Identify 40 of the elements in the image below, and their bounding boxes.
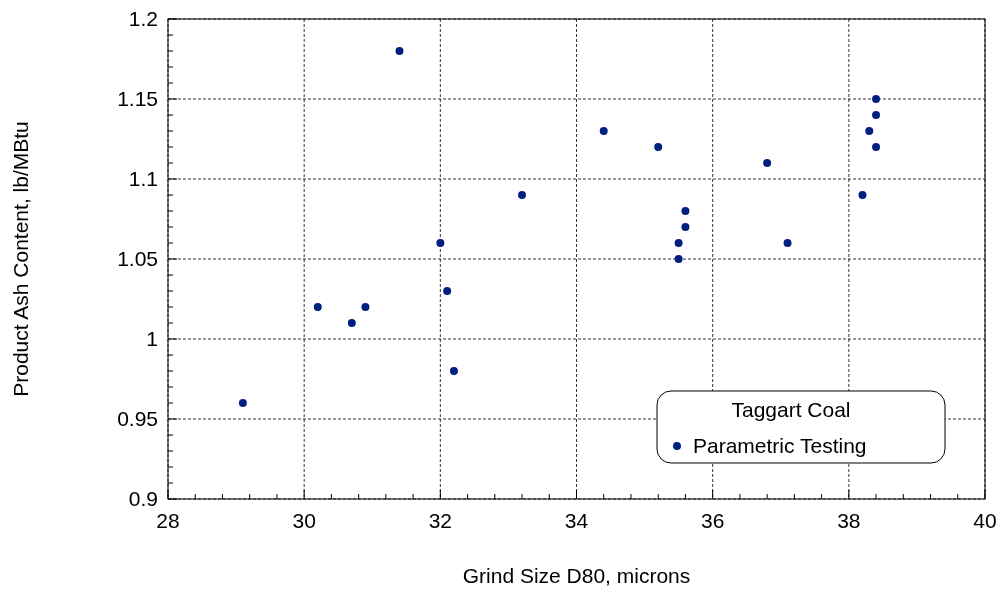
- y-axis-title: Product Ash Content, lb/MBtu: [9, 121, 32, 397]
- x-tick-label: 40: [973, 509, 997, 532]
- point: [599, 127, 608, 135]
- y-tick-label: 1.05: [117, 247, 158, 271]
- x-tick-label: 28: [156, 509, 180, 532]
- point: [858, 191, 867, 199]
- y-tick-label: 1.2: [128, 7, 158, 31]
- x-axis-title: Grind Size D80, microns: [462, 564, 691, 587]
- point: [449, 367, 458, 375]
- legend-title: Taggart Coal: [731, 398, 851, 421]
- point: [872, 111, 881, 119]
- point: [395, 47, 404, 55]
- point: [872, 95, 881, 103]
- point: [674, 255, 683, 263]
- x-tick-label: 30: [292, 509, 316, 532]
- x-tick-label: 36: [700, 509, 725, 532]
- point: [361, 303, 370, 311]
- x-tick-label: 34: [564, 509, 589, 532]
- point: [763, 159, 772, 167]
- x-tick-label: 32: [428, 509, 453, 532]
- y-tick-label: 0.9: [128, 487, 158, 511]
- point: [783, 239, 792, 247]
- point: [238, 399, 247, 407]
- point: [347, 319, 356, 327]
- legend-label: Parametric Testing: [693, 434, 867, 458]
- point: [313, 303, 322, 311]
- x-tick-label: 38: [837, 509, 861, 532]
- y-tick-label: 1: [146, 327, 158, 351]
- point: [865, 127, 874, 135]
- point: [436, 239, 445, 247]
- point: [872, 143, 881, 151]
- point: [518, 191, 527, 199]
- point: [443, 287, 452, 295]
- y-tick-label: 1.1: [128, 167, 158, 191]
- point: [654, 143, 663, 151]
- point: [681, 223, 690, 231]
- y-tick-label: 1.15: [117, 87, 158, 111]
- y-tick-label: 0.95: [117, 407, 158, 431]
- point: [674, 239, 683, 247]
- point: [681, 207, 690, 215]
